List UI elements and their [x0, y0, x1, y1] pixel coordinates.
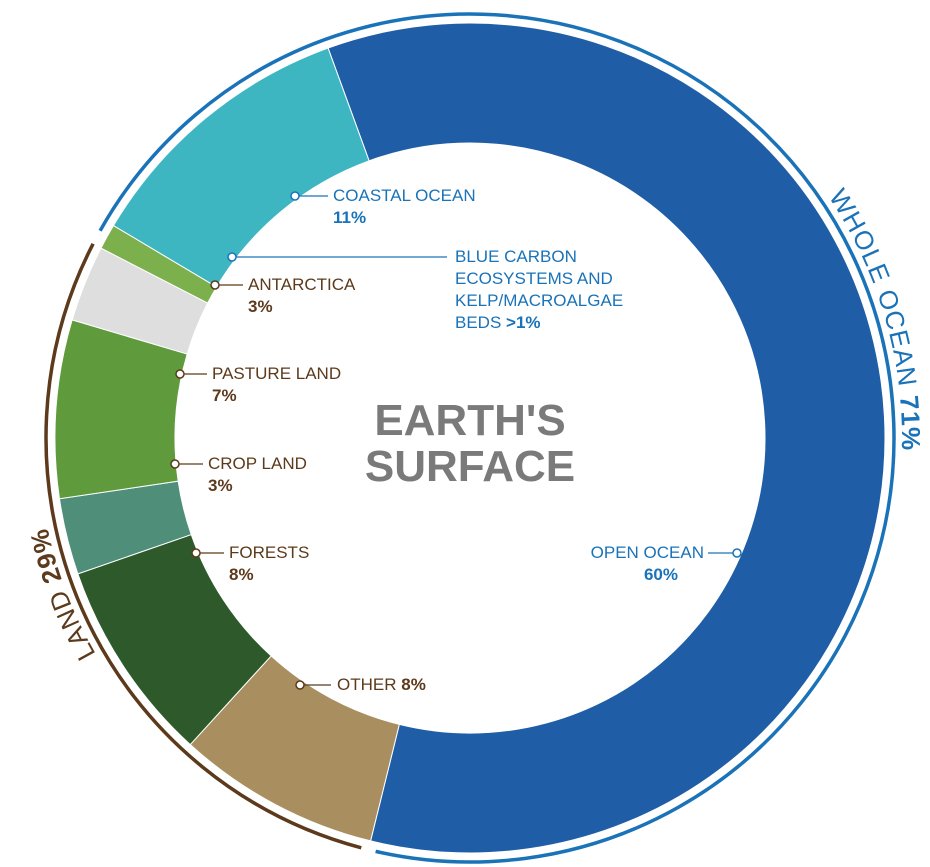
category-label: COASTAL OCEAN	[333, 186, 476, 205]
label: COASTAL OCEAN 11%	[333, 185, 476, 229]
group-value: 71%	[894, 394, 926, 451]
label: OPEN OCEAN 60%	[591, 542, 704, 586]
value-label: 7%	[212, 386, 237, 405]
leader-dot	[210, 280, 220, 290]
leaders	[170, 191, 742, 690]
category-label: PASTURE LAND	[212, 364, 342, 383]
label: BLUE CARBON ECOSYSTEMS AND KELP/MACROALG…	[455, 246, 645, 334]
category-label: OTHER	[337, 675, 397, 694]
value-label: 3%	[208, 476, 233, 495]
segments	[54, 22, 886, 854]
label: FORESTS 8%	[229, 542, 309, 586]
value-label: >1%	[506, 313, 541, 332]
leader-dot	[170, 459, 180, 469]
leader-dot	[290, 191, 300, 201]
label: CROP LAND 3%	[208, 453, 307, 497]
label: OTHER 8%	[337, 674, 426, 696]
value-label: 11%	[333, 208, 367, 227]
chart-title: EARTH'S SURFACE	[364, 396, 576, 491]
category-label: BLUE CARBON ECOSYSTEMS AND KELP/MACROALG…	[455, 247, 624, 332]
value-label: 8%	[229, 565, 254, 584]
group-arc	[44, 242, 362, 850]
leader-dot	[227, 252, 237, 262]
category-label: FORESTS	[229, 543, 310, 562]
leader-dot	[191, 548, 201, 558]
donut-segment	[327, 22, 886, 854]
leader-dot	[732, 548, 742, 558]
label: PASTURE LAND 7%	[212, 363, 341, 407]
leader-dot	[295, 680, 305, 690]
value-label: 60%	[643, 565, 678, 584]
value-label: 8%	[401, 675, 426, 694]
category-label: ANTARCTICA	[248, 275, 356, 294]
label: ANTARCTICA 3%	[248, 274, 355, 318]
group-arc	[98, 12, 896, 864]
category-label: OPEN OCEAN	[590, 543, 704, 562]
category-label: CROP LAND	[208, 454, 307, 473]
value-label: 3%	[248, 297, 273, 316]
donut-segment	[112, 47, 370, 288]
leader-dot	[175, 369, 185, 379]
